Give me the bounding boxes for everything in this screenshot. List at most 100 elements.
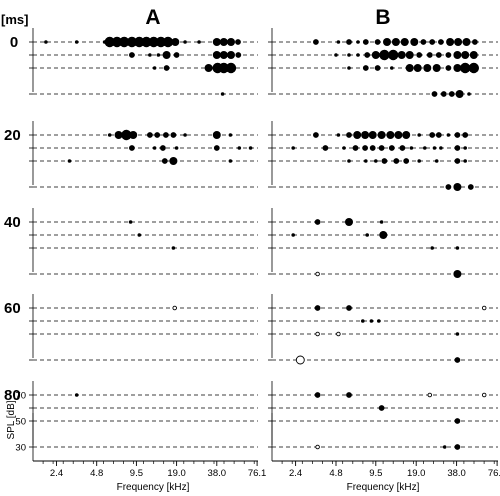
panel-a [29,28,258,448]
dot [368,131,377,139]
dot [435,52,442,58]
dot [218,62,229,74]
dot [369,319,374,323]
dot [454,38,463,46]
dot [417,159,422,163]
dot [468,62,479,74]
dot [162,36,174,48]
open-dot [481,392,487,398]
dot [334,53,338,57]
dot [383,38,391,46]
x-tick-label: 9.5 [130,468,143,479]
dot [111,36,123,48]
panel-b-row-60ms [268,294,498,365]
dot [342,146,346,150]
dot [227,51,235,59]
dot [429,39,436,45]
panel-b [268,28,498,450]
dot [438,39,444,45]
dot [402,131,411,139]
time-labels: 0 20 40 60 80 [4,34,21,404]
dot [148,36,159,48]
dot [174,146,179,150]
dot [390,66,394,70]
dot [171,38,180,46]
dot [435,132,442,138]
dot [154,132,161,138]
dot [374,39,381,45]
dot [410,38,419,46]
x-tick-label: 2.4 [50,468,63,479]
dot [314,305,321,311]
dot [352,145,359,151]
dot [439,146,443,150]
dot [314,392,321,398]
open-dot [172,305,177,311]
dot [362,39,369,45]
dot [461,51,470,59]
dot [378,145,385,151]
dot [462,38,471,46]
dot [400,38,409,46]
dot [453,64,462,72]
x-axes: 2.4 4.8 9.5 19.0 38.0 76.1 2.4 4.8 9.5 19.0 38.0 76… [32,413,500,479]
dot [162,51,171,59]
dot [430,246,435,250]
dot [362,145,368,151]
dot [152,146,157,150]
dot [446,38,455,46]
dot [173,52,180,58]
dot [156,53,161,57]
panel-a-row-40ms [29,208,258,275]
panel-a-x-axis-title: Frequency [kHz] [117,482,190,493]
dot [74,393,79,397]
dot [426,52,433,58]
dot [219,38,228,46]
panel-b-row-0ms [268,28,498,98]
dot [405,64,414,72]
dot [129,131,138,139]
panels [29,28,498,450]
dot [420,39,427,45]
panel-b-x-axis: 2.4 4.8 9.5 19.0 38.0 76.1 [271,413,500,479]
spl-tick-label-50: 50 [15,417,26,428]
dot [128,220,133,224]
dot [462,132,469,138]
dot [467,92,471,96]
dot [67,159,72,163]
x-tick-label: 4.8 [90,468,103,479]
dot [248,146,253,150]
dot [114,131,123,139]
dot [152,66,157,70]
dot [432,64,441,72]
dot [171,246,176,250]
dot [454,145,461,151]
dot [460,62,471,74]
dot [381,158,388,164]
dot [446,133,451,137]
dot [228,133,233,137]
dot [183,40,187,44]
dot [469,51,478,59]
dot [169,157,178,165]
dot [104,36,115,48]
dot [379,49,390,61]
panel-a-label: A [145,6,160,29]
panel-a-row-60ms [29,294,258,361]
dot [346,305,352,311]
x-tick-label: 9.5 [369,468,382,479]
dot [440,91,447,97]
dot [454,418,461,424]
dot [364,52,371,58]
x-tick-label: 19.0 [167,468,186,479]
dot [455,332,460,336]
dot [345,218,353,226]
x-tick-label: 76.1 [248,468,267,479]
time-label-60: 60 [4,300,21,317]
x-tick-label: 19.0 [407,468,426,479]
dot [442,445,447,449]
spl-tick-label-70: 70 [15,391,26,402]
dot [225,62,237,74]
dot [463,159,468,163]
dot [377,131,386,139]
